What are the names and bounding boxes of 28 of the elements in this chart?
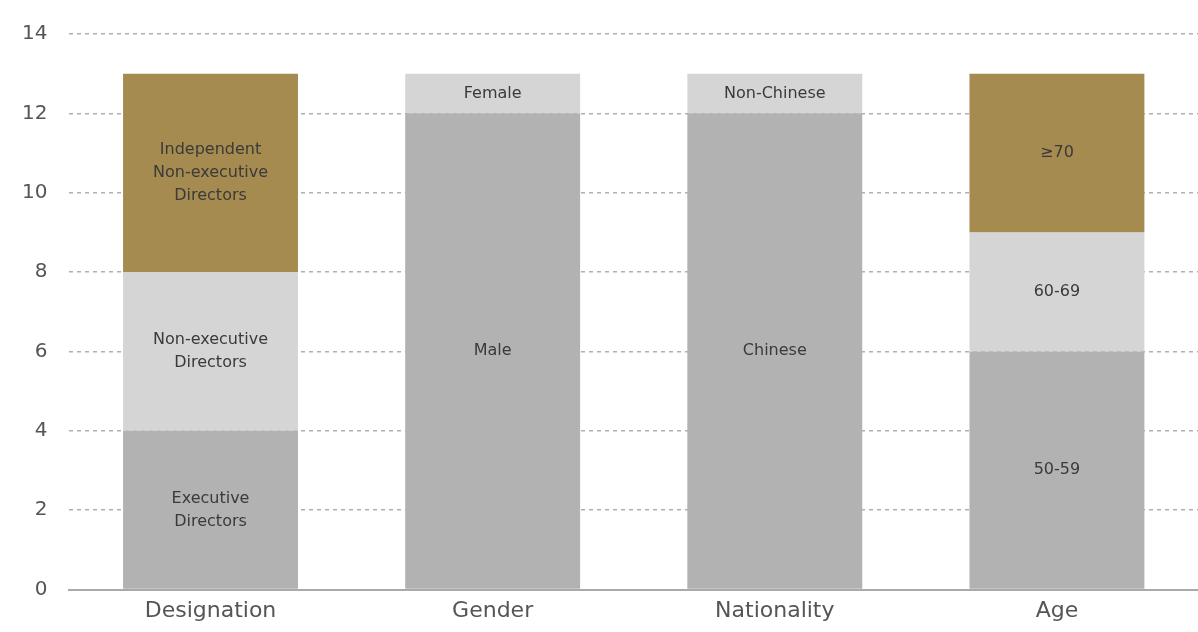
- bar: [123, 272, 298, 431]
- bar: [969, 232, 1145, 352]
- data-label: 50-59: [1033, 459, 1081, 479]
- x-tick-label: Gender: [452, 596, 535, 622]
- data-label: Non-executive Directors: [153, 329, 269, 372]
- y-tick-label: 6: [34, 337, 48, 362]
- data-label: Executive Directors: [171, 487, 250, 530]
- data-label: Female: [463, 82, 522, 102]
- bar: [969, 73, 1145, 233]
- bar: [687, 73, 863, 114]
- bar: [123, 73, 298, 273]
- x-tick-label: Nationality: [715, 596, 835, 622]
- data-label: Independent Non-executive Directors: [153, 139, 269, 205]
- bar: [405, 73, 581, 114]
- y-tick-label: 14: [22, 20, 48, 45]
- x-tick-label: Designation: [144, 596, 277, 622]
- data-label: ≥70: [1040, 142, 1074, 162]
- y-tick-label: 2: [34, 496, 48, 521]
- y-tick-label: 10: [22, 178, 48, 203]
- x-tick-label: Age: [1035, 596, 1079, 622]
- y-tick-label: 12: [22, 99, 48, 124]
- data-label: 60-69: [1033, 281, 1081, 301]
- y-tick-label: 4: [34, 417, 48, 442]
- y-tick-label: 0: [34, 575, 48, 600]
- data-label: Male: [473, 340, 512, 360]
- data-label: Non-Chinese: [724, 82, 826, 102]
- data-label: Chinese: [742, 340, 807, 360]
- y-tick-label: 8: [34, 258, 48, 283]
